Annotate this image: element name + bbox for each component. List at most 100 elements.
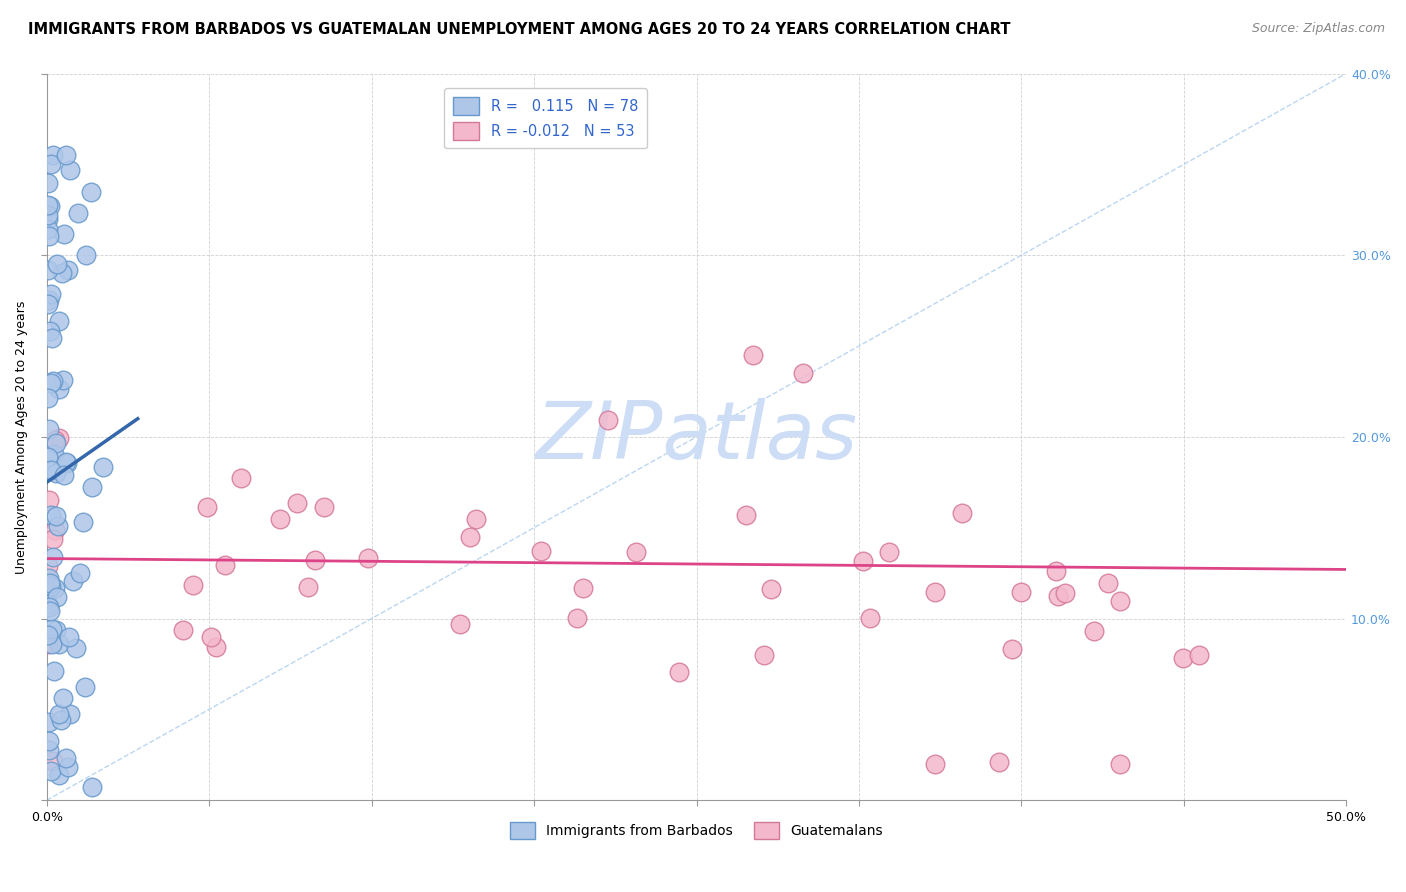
Point	[572, 581, 595, 595]
Point	[38, 324, 60, 338]
Point	[48, 636, 70, 650]
Point	[41, 754, 63, 768]
Point	[55, 148, 77, 162]
Point	[37, 176, 59, 190]
Point	[950, 506, 973, 520]
Point	[37, 263, 59, 277]
Point	[1083, 624, 1105, 639]
Point	[39, 764, 62, 778]
Point	[37, 597, 59, 611]
Text: IMMIGRANTS FROM BARBADOS VS GUATEMALAN UNEMPLOYMENT AMONG AGES 20 TO 24 YEARS CO: IMMIGRANTS FROM BARBADOS VS GUATEMALAN U…	[28, 22, 1011, 37]
Point	[41, 622, 63, 636]
Point	[449, 616, 471, 631]
Point	[44, 664, 66, 678]
Point	[49, 713, 72, 727]
Point	[626, 545, 648, 559]
Point	[1108, 594, 1130, 608]
Point	[41, 376, 63, 390]
Point	[297, 580, 319, 594]
Point	[72, 515, 94, 529]
Point	[42, 533, 65, 547]
Point	[82, 479, 104, 493]
Point	[668, 665, 690, 680]
Point	[458, 530, 481, 544]
Point	[1188, 648, 1211, 662]
Point	[530, 544, 553, 558]
Point	[52, 227, 75, 242]
Point	[44, 523, 66, 537]
Point	[229, 471, 252, 485]
Point	[1045, 564, 1067, 578]
Point	[38, 575, 60, 590]
Point	[41, 637, 63, 651]
Point	[1109, 756, 1132, 771]
Point	[55, 751, 77, 765]
Point	[48, 382, 70, 396]
Y-axis label: Unemployment Among Ages 20 to 24 years: Unemployment Among Ages 20 to 24 years	[15, 301, 28, 574]
Point	[596, 413, 619, 427]
Point	[41, 286, 63, 301]
Point	[52, 690, 75, 705]
Point	[37, 209, 59, 223]
Point	[205, 640, 228, 655]
Point	[759, 582, 782, 596]
Point	[879, 545, 901, 559]
Text: Source: ZipAtlas.com: Source: ZipAtlas.com	[1251, 22, 1385, 36]
Point	[59, 706, 82, 721]
Point	[1171, 651, 1194, 665]
Point	[852, 554, 875, 568]
Point	[46, 256, 69, 270]
Point	[37, 450, 59, 464]
Point	[44, 582, 66, 596]
Point	[58, 630, 80, 644]
Point	[65, 640, 87, 655]
Point	[37, 391, 59, 405]
Point	[37, 628, 59, 642]
Point	[214, 558, 236, 573]
Point	[56, 760, 79, 774]
Point	[82, 780, 104, 794]
Point	[38, 293, 60, 308]
Point	[45, 466, 67, 480]
Point	[52, 468, 75, 483]
Point	[752, 648, 775, 662]
Point	[58, 263, 80, 277]
Point	[37, 297, 59, 311]
Point	[39, 157, 62, 171]
Point	[55, 456, 77, 470]
Point	[269, 512, 291, 526]
Point	[1001, 641, 1024, 656]
Point	[734, 508, 756, 522]
Point	[44, 434, 66, 448]
Point	[51, 266, 73, 280]
Point	[37, 211, 59, 226]
Point	[52, 373, 75, 387]
Point	[45, 508, 67, 523]
Text: ZIPatlas: ZIPatlas	[536, 398, 858, 475]
Point	[42, 447, 65, 461]
Point	[42, 549, 65, 564]
Point	[1097, 576, 1119, 591]
Point	[41, 374, 63, 388]
Point	[75, 680, 97, 694]
Point	[42, 148, 65, 162]
Point	[37, 637, 59, 651]
Point	[38, 714, 60, 729]
Point	[75, 248, 97, 262]
Point	[357, 550, 380, 565]
Point	[987, 755, 1010, 769]
Point	[48, 519, 70, 533]
Point	[91, 459, 114, 474]
Point	[195, 500, 218, 515]
Point	[37, 222, 59, 236]
Point	[859, 611, 882, 625]
Legend: Immigrants from Barbados, Guatemalans: Immigrants from Barbados, Guatemalans	[505, 816, 889, 844]
Point	[62, 574, 84, 589]
Point	[38, 422, 60, 436]
Point	[41, 331, 63, 345]
Point	[48, 768, 70, 782]
Point	[38, 734, 60, 748]
Point	[79, 185, 101, 199]
Point	[38, 604, 60, 618]
Point	[172, 624, 194, 638]
